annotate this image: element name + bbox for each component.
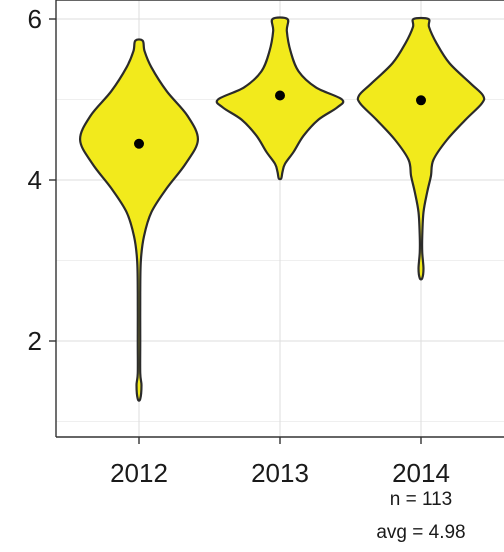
mean-point-2014 bbox=[416, 95, 426, 106]
average-note: avg = 4.98 bbox=[376, 522, 465, 543]
violin-2012 bbox=[78, 38, 200, 402]
mean-point-2013 bbox=[275, 90, 285, 101]
y-tick-label: 6 bbox=[28, 4, 42, 34]
mean-point-2012 bbox=[134, 138, 144, 149]
x-tick-label: 2012 bbox=[110, 458, 168, 488]
y-tick-label: 2 bbox=[28, 326, 42, 356]
violin-2014 bbox=[356, 16, 486, 281]
x-tick-label: 2013 bbox=[251, 458, 309, 488]
sample-size-note: n = 113 bbox=[390, 489, 453, 510]
y-tick-label: 4 bbox=[28, 165, 42, 195]
y-axis-ticks: 2 4 6 bbox=[28, 4, 56, 356]
x-axis-ticks: 2012 2013 2014 bbox=[110, 437, 450, 488]
x-tick-label: 2014 bbox=[392, 458, 450, 488]
mean-points bbox=[134, 90, 426, 149]
